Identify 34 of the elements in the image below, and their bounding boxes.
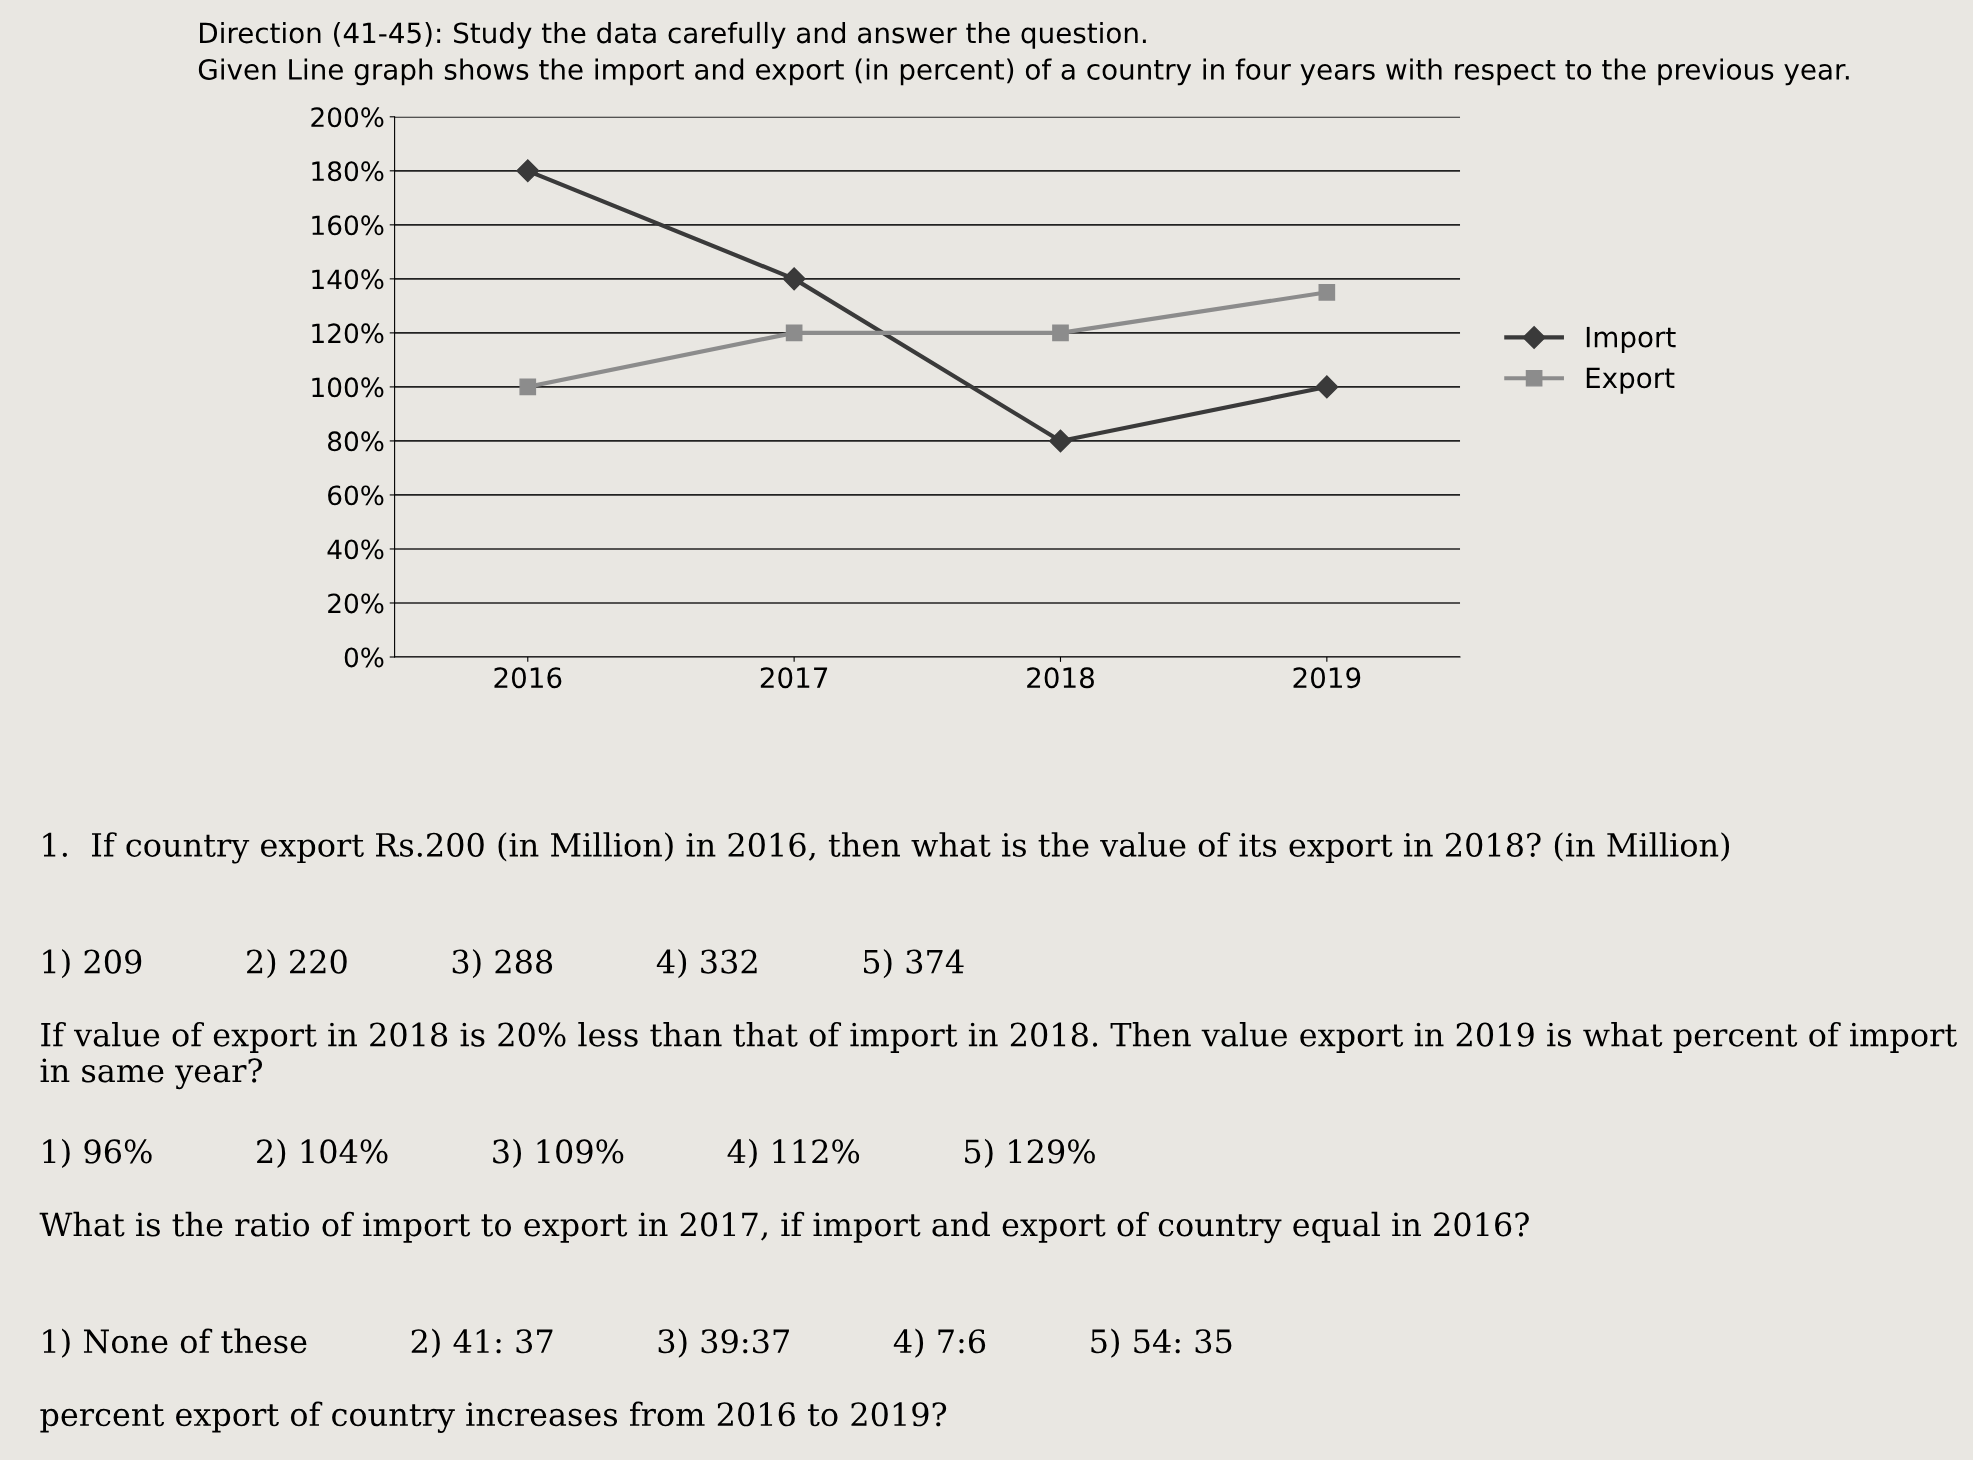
point <box>1315 375 1339 399</box>
y-tick-label: 60% <box>328 485 384 506</box>
x-tick-label: 2017 <box>760 667 828 689</box>
y-tick-label: 80% <box>328 431 384 452</box>
y-tick-label: 120% <box>312 323 384 344</box>
legend-label: Import <box>1586 326 1676 353</box>
point <box>516 159 540 183</box>
y-tick-label: 140% <box>312 269 384 290</box>
legend-label: Export <box>1586 367 1675 394</box>
text: 1) None of these 2) 41: 37 3) 39:37 4) 7:6 5) 54: 35 <box>43 1328 1232 1358</box>
chart-title: Direction (41-45): Study the data carefully and answer the question. <box>200 21 1146 49</box>
y-tick-label: 160% <box>312 215 384 236</box>
text: 1) 96% 2) 104% 3) 109% 4) 112% 5) 129% <box>43 1138 1095 1169</box>
y-tick-label: 100% <box>312 377 384 398</box>
x-tick-label: 2019 <box>1293 667 1361 689</box>
chart-subtitle: Given Line graph shows the import and export (in percent) of a country in four years with respect to the previous year. <box>198 58 1849 86</box>
y-tick-label: 0% <box>344 647 384 668</box>
point <box>1318 284 1336 301</box>
point <box>1048 429 1072 453</box>
y-tick-label: 40% <box>327 539 384 560</box>
point <box>519 378 537 396</box>
text: percent export of country increases from 2016 to 2019? <box>40 1401 947 1433</box>
text: 1) 209 2) 220 3) 288 4) 332 5) 374 <box>43 949 964 979</box>
text: 1. If country export Rs.200 (in Million) in 2016, then what is the value of its export in 2018? (in Million) <box>43 832 1730 864</box>
point <box>785 324 803 342</box>
text: What is the ratio of import to export in 2017, if import and export of country equal in 2016? <box>39 1211 1529 1244</box>
x-tick-label: 2016 <box>494 667 562 689</box>
x-tick-label: 2018 <box>1027 667 1094 689</box>
y-tick-label: 180% <box>312 161 384 182</box>
y-tick-label: 200% <box>311 107 384 128</box>
point <box>1052 324 1069 342</box>
y-tick-label: 20% <box>328 593 384 614</box>
point <box>782 267 806 291</box>
text: If value of export in 2018 is 20% less than that of import in 2018. Then value export in 2019 is what percent of import in same year? <box>40 1022 1957 1090</box>
